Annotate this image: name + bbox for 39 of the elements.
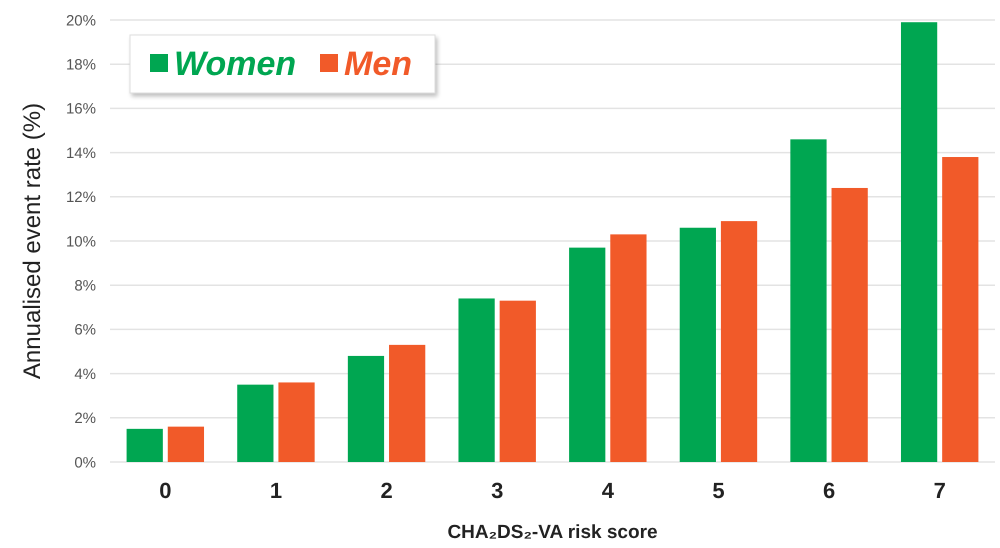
x-tick-label: 4 (602, 478, 615, 503)
y-tick-label: 6% (74, 322, 96, 339)
bar (790, 139, 827, 462)
bar (389, 344, 426, 462)
x-tick-label: 5 (712, 478, 725, 503)
y-tick-label: 14% (66, 144, 96, 162)
bar (168, 426, 204, 462)
bar (278, 382, 315, 462)
x-tick-label: 6 (822, 478, 836, 503)
y-tick-label: 4% (74, 366, 96, 383)
legend-label: Men (344, 45, 412, 83)
bar (680, 228, 716, 462)
bar (610, 234, 647, 462)
bar (348, 356, 384, 462)
x-axis-title: CHA₂DS₂-VA risk score (447, 522, 658, 543)
bar (126, 428, 163, 462)
bar (900, 22, 938, 462)
x-tick-label: 3 (491, 478, 504, 503)
y-tick-label: 10% (66, 233, 96, 250)
y-tick-label: 8% (74, 277, 96, 294)
y-tick-label: 2% (74, 410, 96, 428)
y-axis-title: Annualised event rate (%) (19, 102, 46, 380)
bar (569, 248, 606, 462)
y-tick-label: 16% (66, 100, 96, 118)
x-tick-label: 0 (159, 478, 172, 503)
x-tick-label: 2 (380, 478, 393, 503)
bar (500, 300, 536, 462)
y-tick-label: 20% (66, 12, 96, 30)
x-tick-label: 7 (934, 478, 946, 503)
bar (832, 188, 868, 462)
bar (237, 384, 274, 462)
bar (942, 157, 978, 462)
bar (458, 298, 495, 462)
legend-label: Women (174, 45, 296, 83)
y-tick-label: 12% (66, 189, 96, 206)
y-tick-label: 0% (74, 454, 96, 472)
x-tick-label: 1 (270, 478, 282, 503)
bar (720, 221, 758, 462)
y-tick-label: 18% (66, 56, 96, 74)
